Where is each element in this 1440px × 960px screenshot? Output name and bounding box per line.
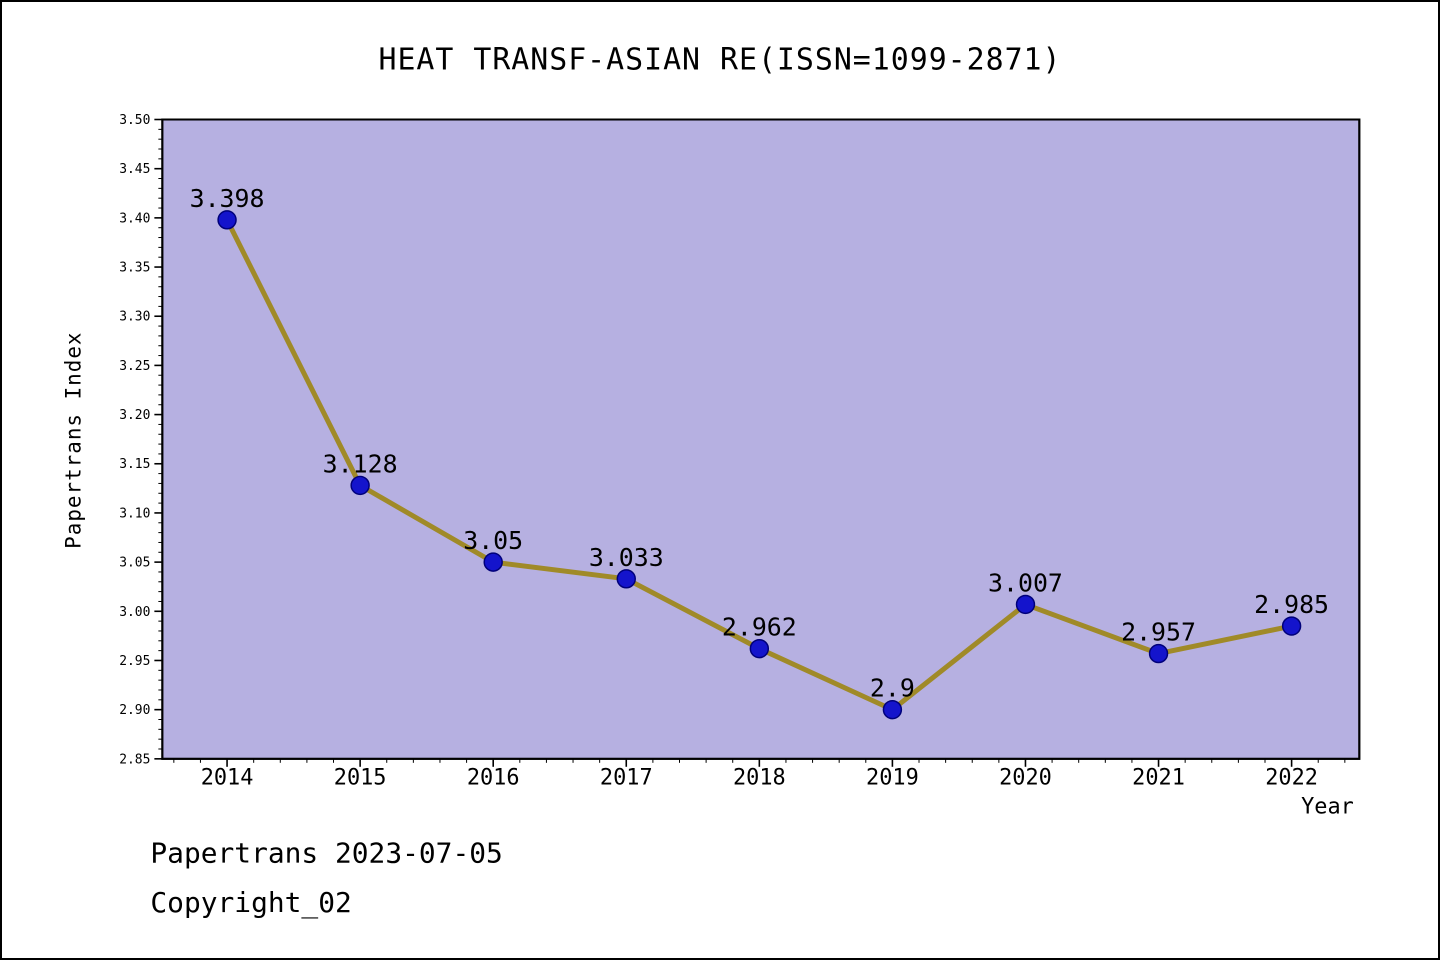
data-point [1015, 594, 1036, 615]
x-tick-label: 2022 [1265, 766, 1318, 791]
y-tick-label: 2.95 [119, 654, 150, 669]
data-point [1148, 643, 1169, 664]
data-point [882, 699, 903, 720]
data-point [217, 210, 237, 230]
x-tick-label: 2018 [733, 766, 786, 791]
data-point-label: 2.9 [870, 674, 915, 703]
y-tick-label: 2.85 [119, 752, 150, 767]
y-axis-label: Papertrans Index [62, 332, 86, 549]
plot-frame [161, 118, 1361, 760]
x-tick-label: 2016 [467, 766, 520, 791]
y-tick-label: 3.10 [119, 506, 150, 521]
x-tick-label: 2019 [866, 766, 919, 791]
y-tick-label: 3.35 [119, 261, 150, 276]
x-tick-label: 2015 [334, 766, 387, 791]
line-series: 3.398 3.128 3.05 3.033 2.962 2.9 3.007 2.957 2.9… [190, 184, 1329, 720]
data-point-label: 2.985 [1254, 590, 1329, 619]
data-point-label: 3.007 [988, 568, 1063, 597]
y-tick-label: 3.45 [119, 162, 150, 177]
y-tick-label: 3.50 [119, 113, 150, 128]
y-tick-label: 3.25 [119, 359, 150, 374]
footer-source: Papertrans 2023-07-05 [150, 836, 502, 869]
chart-title: HEAT TRANSF-ASIAN RE(ISSN=1099-2871) [378, 43, 1061, 78]
y-tick-label: 3.20 [119, 408, 150, 423]
data-point [350, 475, 370, 496]
data-point [616, 569, 636, 589]
y-tick-label: 2.90 [119, 703, 150, 718]
y-tick-label: 3.15 [119, 457, 150, 472]
y-tick-label: 3.30 [119, 310, 150, 325]
data-point [749, 638, 770, 659]
data-point [1281, 616, 1302, 636]
x-axis-ticks: 2014 2015 2016 2017 2018 2019 2020 2021 2022 [173, 758, 1346, 791]
data-point-label: 3.398 [190, 184, 265, 213]
data-point [483, 552, 503, 572]
plot-area [161, 118, 1361, 760]
x-tick-label: 2020 [999, 766, 1052, 791]
data-point-label: 2.962 [722, 613, 797, 642]
y-tick-label: 3.05 [119, 556, 150, 571]
x-tick-label: 2014 [201, 766, 254, 791]
x-tick-label: 2021 [1132, 766, 1185, 791]
y-tick-label: 3.40 [119, 211, 150, 226]
footer-copyright: Copyright_02 [150, 886, 351, 920]
x-axis-label: Year [1301, 795, 1354, 820]
data-point-label: 3.05 [463, 526, 523, 555]
x-tick-label: 2017 [600, 766, 653, 791]
data-point-label: 3.128 [323, 449, 398, 478]
y-tick-label: 3.00 [119, 605, 150, 620]
data-point-label: 2.957 [1121, 618, 1196, 647]
y-axis-ticks: 2.85 2.90 2.95 3.00 3.05 3.10 3.15 3.20 3.25 3.30… [119, 113, 163, 767]
data-point-label: 3.033 [589, 543, 664, 572]
